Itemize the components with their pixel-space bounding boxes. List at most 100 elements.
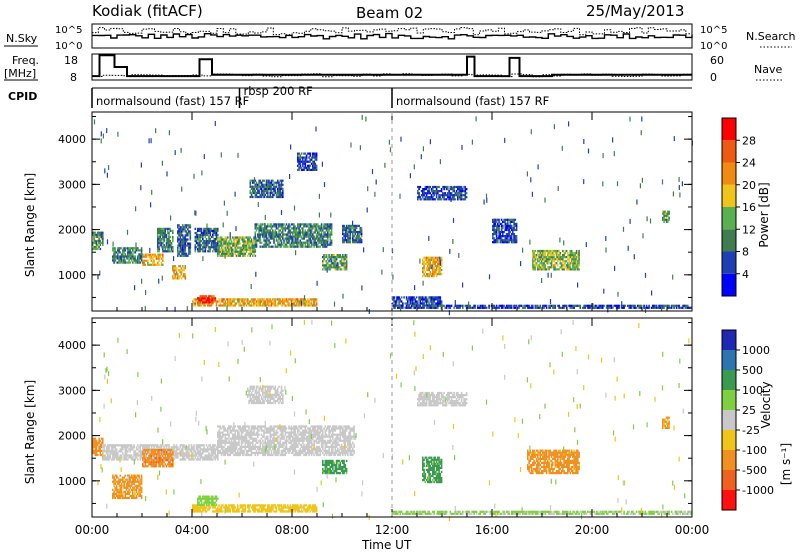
heatmap-cell — [233, 298, 235, 301]
heatmap-cell — [350, 226, 353, 230]
heatmap-cell — [289, 225, 292, 228]
heatmap-cell — [170, 242, 173, 245]
heatmap-cell — [544, 256, 547, 259]
heatmap-cell — [187, 238, 189, 241]
heatmap-cell — [507, 235, 509, 238]
heatmap-cell — [144, 306, 146, 311]
heatmap-cell — [328, 233, 330, 236]
heatmap-cell — [322, 227, 324, 230]
heatmap-cell — [439, 273, 442, 276]
heatmap-cell — [254, 195, 257, 199]
heatmap-cell — [438, 298, 440, 301]
heatmap-cell — [414, 304, 417, 307]
heatmap-cell — [198, 302, 200, 305]
heatmap-cell — [162, 448, 164, 452]
heatmap-cell — [140, 478, 143, 481]
heatmap-cell — [570, 260, 573, 263]
heatmap-cell — [505, 235, 508, 238]
heatmap-cell — [150, 463, 153, 466]
heatmap-cell — [142, 465, 144, 468]
heatmap-cell — [185, 452, 188, 455]
heatmap-cell — [557, 304, 559, 307]
heatmap-cell — [475, 116, 477, 122]
heatmap-cell — [652, 306, 654, 309]
heatmap-cell — [197, 250, 199, 253]
heatmap-cell — [547, 260, 549, 263]
heatmap-cell — [119, 488, 122, 491]
heatmap-cell — [133, 452, 135, 455]
heatmap-cell — [563, 256, 565, 259]
heatmap-cell — [263, 185, 265, 188]
heatmap-cell — [217, 456, 219, 459]
heatmap-cell — [114, 450, 117, 453]
heatmap-cell — [558, 268, 560, 271]
heatmap-cell — [419, 196, 422, 199]
heatmap-cell — [312, 225, 314, 228]
heatmap-cell — [328, 227, 330, 230]
heatmap-cell — [169, 242, 172, 245]
heatmap-cell — [549, 304, 552, 307]
heatmap-cell — [549, 249, 552, 253]
heatmap-cell — [204, 456, 207, 459]
heatmap-cell — [328, 264, 330, 267]
heatmap-cell — [235, 298, 238, 301]
heatmap-cell — [510, 306, 513, 309]
heatmap-cell — [425, 306, 428, 309]
heatmap-cell — [565, 260, 568, 263]
heatmap-cell — [419, 300, 422, 303]
heatmap-cell — [492, 225, 494, 231]
heatmap-cell — [207, 231, 209, 235]
y-tick-label: 2000 — [58, 224, 86, 237]
heatmap-cell — [484, 304, 487, 307]
heatmap-cell — [278, 243, 280, 246]
heatmap-cell — [149, 255, 152, 258]
heatmap-cell — [492, 218, 494, 221]
heatmap-cell — [292, 241, 294, 244]
heatmap-cell — [654, 304, 657, 307]
heatmap-cell — [197, 233, 199, 237]
heatmap-cell — [252, 248, 254, 251]
heatmap-cell — [180, 277, 183, 280]
heatmap-cell — [197, 452, 199, 455]
heatmap-cell — [182, 248, 184, 251]
heatmap-cell — [254, 185, 257, 188]
heatmap-cell — [570, 306, 573, 309]
heatmap-cell — [342, 264, 344, 267]
heatmap-cell — [513, 304, 515, 307]
heatmap-cell — [587, 306, 589, 309]
heatmap-cell — [190, 450, 193, 453]
heatmap-cell — [310, 225, 313, 228]
heatmap-cell — [185, 254, 188, 257]
heatmap-cell — [125, 492, 128, 495]
heatmap-cell — [507, 222, 509, 225]
heatmap-cell — [353, 228, 355, 232]
heatmap-cell — [194, 240, 197, 243]
heatmap-cell — [142, 263, 144, 266]
heatmap-cell — [304, 152, 307, 155]
heatmap-cell — [510, 304, 513, 307]
heatmap-cell — [127, 253, 129, 256]
heatmap-cell — [108, 446, 110, 449]
heatmap-cell — [114, 255, 117, 258]
heatmap-cell — [168, 130, 170, 136]
heatmap-cell — [137, 454, 139, 457]
heatmap-cell — [138, 492, 140, 495]
heatmap-cell — [175, 452, 178, 455]
heatmap-cell — [188, 458, 190, 461]
heatmap-cell — [198, 229, 200, 232]
heatmap-cell — [507, 226, 509, 230]
heatmap-cell — [267, 191, 269, 194]
heatmap-cell — [122, 452, 124, 455]
heatmap-cell — [435, 275, 438, 278]
heatmap-cell — [144, 463, 147, 466]
heatmap-cell — [178, 269, 180, 272]
heatmap-cell — [298, 304, 300, 307]
heatmap-cell — [393, 306, 395, 309]
heatmap-cell — [425, 194, 428, 197]
heatmap-cell — [179, 240, 182, 243]
heatmap-cell — [129, 476, 132, 479]
heatmap-cell — [530, 306, 533, 309]
heatmap-cell — [158, 263, 160, 266]
heatmap-cell — [98, 241, 100, 244]
heatmap-cell — [202, 238, 204, 241]
